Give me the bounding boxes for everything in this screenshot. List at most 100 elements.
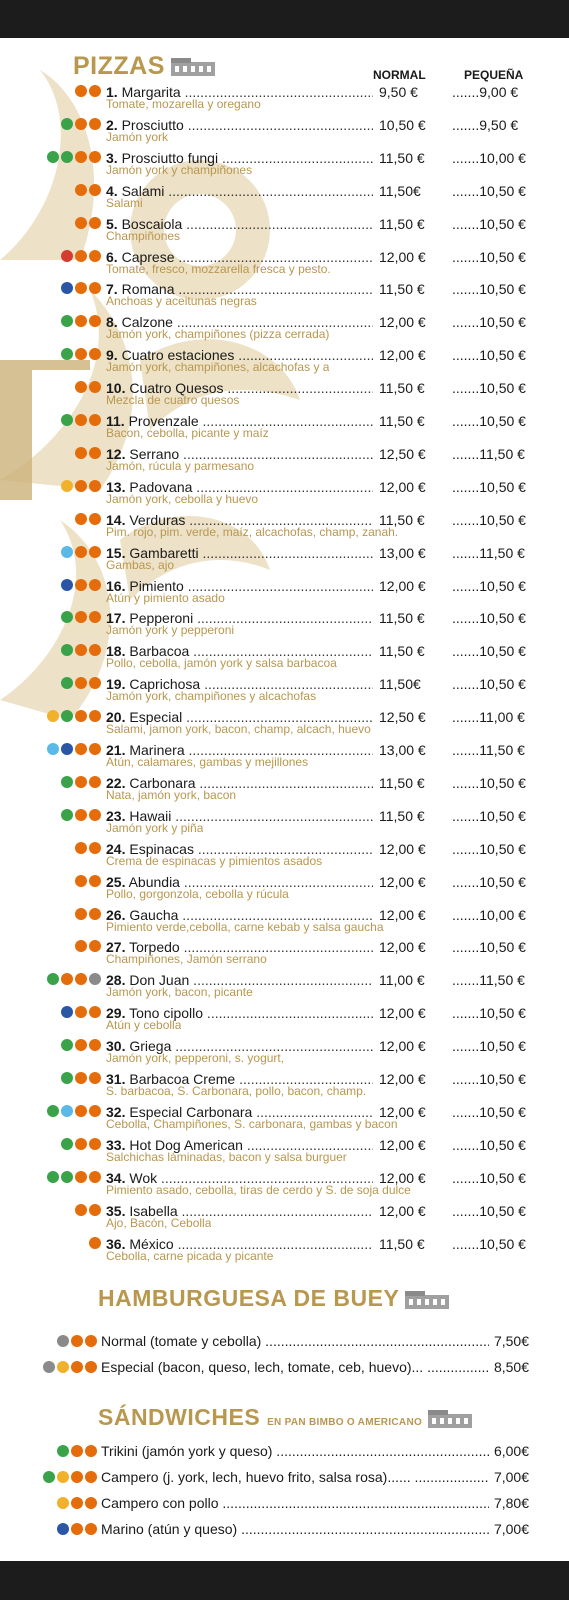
sandwich-item: Trikini (jamón york y queso)6,00€	[0, 1443, 569, 1461]
pizza-name: 8. Calzone	[106, 314, 373, 330]
allergen-icon	[61, 743, 73, 755]
pizza-description: Salami, jamon york, bacon, champ, alcach…	[106, 723, 371, 737]
pizza-description: Jamón york y champiñones	[106, 163, 253, 177]
sandwiches-subtitle: EN PAN BIMBO O AMERICANO	[267, 1417, 423, 1428]
pizza-description: Champiñones	[106, 229, 181, 243]
allergen-icon	[89, 940, 101, 953]
pizza-description: Pollo, gorgonzola, cebolla y rúcula	[106, 887, 289, 901]
price-small: 10,50 €	[452, 1104, 526, 1120]
allergen-icon	[89, 743, 101, 755]
price-small: 10,50 €	[452, 183, 526, 199]
price-small: 10,50 €	[452, 1005, 526, 1021]
allergen-icon	[89, 414, 101, 426]
allergen-icons	[61, 414, 101, 428]
allergen-icon	[75, 1137, 87, 1150]
allergen-icon	[47, 1170, 59, 1183]
allergen-icon	[71, 1361, 83, 1373]
pizza-description: Jamón, rúcula y parmesano	[106, 459, 255, 473]
allergen-icon	[57, 1361, 69, 1373]
pizza-name: 33. Hot Dog American	[106, 1137, 373, 1153]
allergen-icon	[89, 479, 101, 492]
allergen-icon	[75, 775, 87, 788]
allergen-icon	[89, 446, 101, 459]
allergen-icons	[61, 315, 101, 329]
allergen-icons	[47, 973, 101, 987]
sandwich-item: Marino (atún y queso)7,00€	[0, 1521, 569, 1539]
sandwich-item: Campero con pollo7,80€	[0, 1495, 569, 1513]
price-small: 10,50 €	[452, 808, 526, 824]
pizza-name: 9. Cuatro estaciones	[106, 347, 373, 363]
pizza-description: S. barbacoa, S. Carbonara, pollo, bacon,…	[106, 1085, 367, 1098]
price-small: 10,50 €	[452, 578, 526, 594]
price-normal: 12,00 €	[379, 1136, 426, 1153]
burger-item: Normal (tomate y cebolla)7,50€	[0, 1333, 569, 1351]
pizza-name: 30. Griega	[106, 1038, 373, 1054]
allergen-icons	[57, 1335, 97, 1347]
pizza-description: Tomate, mozarella y oregano	[106, 98, 261, 111]
allergen-icons	[75, 85, 101, 99]
allergen-icon	[75, 545, 87, 558]
allergen-icons	[61, 545, 101, 560]
allergen-icon	[47, 743, 59, 755]
allergen-icon	[57, 1497, 69, 1509]
allergen-icon	[61, 545, 73, 558]
allergen-icon	[89, 1236, 101, 1249]
price-small: 11,50 €	[452, 446, 525, 462]
pizza-description: Cebolla, Champiñones, S. carbonara, gamb…	[106, 1117, 398, 1131]
pizza-name: 35. Isabella	[106, 1203, 373, 1219]
allergen-icon	[43, 1471, 55, 1483]
allergen-icons	[61, 1072, 101, 1086]
allergen-icon	[75, 644, 87, 657]
bottom-bar	[0, 1561, 569, 1600]
allergen-icons	[47, 710, 101, 724]
pizza-name: 10. Cuatro Quesos	[106, 380, 373, 396]
pizza-description: Atún y pimiento asado	[106, 591, 225, 605]
allergen-icon	[47, 973, 59, 986]
price-normal: 12,00 €	[379, 248, 426, 265]
price-normal: 11,50 €	[379, 774, 425, 791]
price-normal: 11,50€	[379, 182, 421, 199]
allergen-icons	[47, 743, 101, 757]
price-small: 10,50 €	[452, 347, 526, 363]
price-small: 9,50 €	[452, 117, 518, 133]
price-normal: 11,50 €	[379, 380, 425, 397]
pizza-name: 1. Margarita	[106, 84, 373, 100]
allergen-icons	[61, 282, 101, 296]
price-normal: 11,00 €	[379, 972, 425, 989]
allergen-icon	[89, 216, 101, 229]
allergen-icon	[89, 117, 101, 130]
price-small: 10,50 €	[452, 413, 526, 429]
allergen-icons	[75, 381, 101, 395]
allergen-icon	[61, 611, 73, 624]
allergen-icons	[61, 479, 101, 494]
pizza-name: 20. Especial	[106, 709, 373, 725]
price-normal: 12,00 €	[379, 577, 426, 594]
allergen-icons	[47, 1104, 101, 1119]
price-small: 10,50 €	[452, 216, 526, 232]
allergen-icon	[89, 1170, 101, 1183]
pizza-name: 4. Salami	[106, 183, 373, 199]
sandwich-price: 6,00€	[493, 1443, 529, 1460]
pizza-name: 26. Gaucha	[106, 907, 373, 923]
allergen-icon	[75, 348, 87, 361]
allergen-icons	[57, 1497, 97, 1509]
pizzas-title: PIZZAS	[73, 52, 219, 81]
allergen-icon	[61, 117, 73, 130]
pizza-name: 21. Marinera	[106, 742, 373, 758]
allergen-icon	[47, 1104, 59, 1117]
allergen-icons	[75, 512, 101, 527]
allergen-icon	[75, 1039, 87, 1052]
price-normal: 11,50 €	[379, 413, 425, 429]
allergen-icon	[89, 644, 101, 657]
allergen-icon	[57, 1523, 69, 1535]
sandwich-name: Marino (atún y queso)	[101, 1521, 489, 1538]
allergen-icons	[47, 1170, 101, 1185]
price-normal: 12,00 €	[379, 347, 426, 364]
sandwich-item: Campero (j. york, lech, huevo frito, sal…	[0, 1469, 569, 1487]
burgers-title: HAMBURGUESA DE BUEY	[98, 1285, 453, 1312]
allergen-icons	[61, 644, 101, 658]
allergen-icons	[75, 183, 101, 198]
allergen-icon	[75, 1203, 87, 1216]
allergen-icon	[89, 611, 101, 624]
allergen-icon	[61, 1170, 73, 1183]
